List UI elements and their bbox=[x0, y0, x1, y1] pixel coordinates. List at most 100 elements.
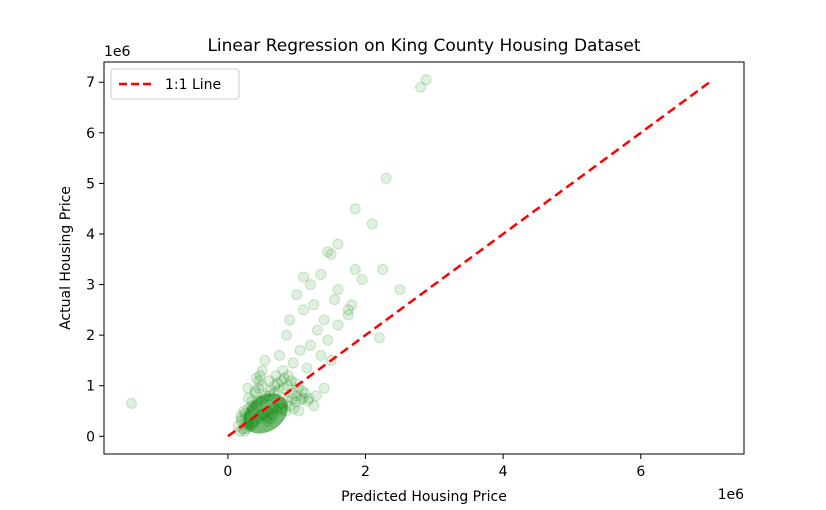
scatter-point bbox=[299, 387, 311, 399]
scatter-point bbox=[315, 349, 327, 361]
scatter-points bbox=[126, 74, 432, 437]
y-axis-label: Actual Housing Price bbox=[58, 186, 74, 330]
scatter-point bbox=[332, 319, 344, 331]
x-tick-label: 6 bbox=[636, 464, 645, 480]
scatter-point bbox=[373, 332, 385, 344]
x-tick-label: 2 bbox=[361, 464, 370, 480]
legend-box bbox=[110, 68, 240, 100]
scatter-point bbox=[243, 392, 254, 404]
scatter-point bbox=[305, 339, 316, 351]
scatter-point bbox=[322, 246, 334, 258]
scatter-point bbox=[276, 375, 287, 387]
scatter-point bbox=[308, 400, 320, 412]
scatter-point bbox=[280, 329, 292, 341]
x-tick-label: 0 bbox=[223, 464, 232, 480]
scatter-point bbox=[315, 268, 327, 280]
scatter-point bbox=[296, 385, 308, 397]
scatter-point bbox=[242, 382, 254, 394]
scatter-point bbox=[256, 380, 268, 392]
scatter-point bbox=[249, 387, 261, 399]
y-tick-label: 0 bbox=[86, 429, 95, 445]
scatter-point bbox=[278, 382, 290, 394]
scatter-point bbox=[346, 299, 358, 311]
scatter-point bbox=[332, 238, 344, 250]
scatter-point bbox=[290, 396, 302, 408]
scatter-point bbox=[318, 314, 330, 326]
scatter-point bbox=[269, 380, 281, 392]
scatter-point bbox=[291, 390, 303, 402]
scatter-point bbox=[282, 370, 294, 382]
scatter-point bbox=[318, 382, 330, 394]
y-tick-label: 7 bbox=[86, 75, 95, 91]
y-tick-label: 2 bbox=[86, 328, 95, 344]
reference-line-group bbox=[227, 78, 714, 438]
scatter-point bbox=[308, 299, 320, 311]
scatter-point bbox=[288, 403, 300, 414]
scatter-point bbox=[238, 425, 250, 437]
y-tick-label: 4 bbox=[86, 227, 95, 243]
x-axis-ticks: 0 2 4 6 bbox=[223, 454, 645, 480]
scatter-point bbox=[253, 375, 265, 387]
scatter-point bbox=[256, 365, 268, 376]
scatter-point bbox=[298, 304, 310, 316]
scatter-point bbox=[301, 362, 313, 374]
scatter-point bbox=[284, 314, 296, 326]
y-tick-label: 5 bbox=[86, 176, 95, 192]
y-tick-label: 6 bbox=[86, 126, 95, 142]
y-tick-label: 3 bbox=[86, 278, 95, 294]
scatter-point bbox=[285, 375, 297, 387]
plot-frame bbox=[103, 61, 745, 455]
scatter-point bbox=[420, 74, 432, 86]
scatter-point bbox=[249, 385, 261, 397]
scatter-point bbox=[297, 392, 309, 404]
scatter-point bbox=[286, 392, 298, 404]
scatter-point bbox=[329, 294, 340, 306]
scatter-point bbox=[291, 289, 303, 301]
legend: 1:1 Line bbox=[110, 68, 240, 100]
scatter-point bbox=[415, 81, 427, 93]
scatter-point bbox=[332, 284, 344, 296]
scatter-point bbox=[394, 284, 406, 296]
x-axis-label: Predicted Housing Price bbox=[341, 489, 507, 505]
scatter-point bbox=[302, 395, 314, 407]
scatter-point bbox=[254, 370, 266, 382]
scatter-point bbox=[277, 365, 289, 376]
scatter-point bbox=[377, 263, 389, 275]
scatter-point bbox=[325, 248, 337, 260]
scatter-point bbox=[342, 309, 354, 321]
scatter-point bbox=[126, 397, 137, 409]
scatter-point bbox=[349, 203, 361, 215]
scatter-point bbox=[322, 334, 334, 346]
legend-entry-label: 1:1 Line bbox=[165, 77, 221, 93]
scatter-dense-cluster bbox=[243, 393, 288, 434]
scatter-point bbox=[271, 377, 283, 389]
x-tick-label: 4 bbox=[499, 464, 508, 480]
scatter-point bbox=[263, 375, 275, 387]
scatter-point bbox=[349, 263, 361, 275]
scatter-point bbox=[282, 380, 294, 392]
chart-title: Linear Regression on King County Housing… bbox=[207, 36, 640, 56]
scatter-point bbox=[298, 271, 310, 283]
scatter-point bbox=[295, 394, 307, 406]
scatter-point bbox=[342, 304, 354, 316]
scatter-point bbox=[270, 370, 282, 382]
y-axis-offset-label: 1e6 bbox=[104, 44, 131, 60]
scatter-point bbox=[250, 372, 262, 384]
scatter-point bbox=[310, 390, 322, 402]
scatter-point bbox=[305, 279, 316, 291]
scatter-point bbox=[274, 349, 285, 361]
scatter-point bbox=[380, 172, 392, 184]
scatter-point bbox=[366, 218, 378, 230]
scatter-point bbox=[278, 372, 290, 384]
y-axis-ticks: 0 1 2 3 4 5 6 7 bbox=[86, 75, 104, 445]
scatter-point bbox=[294, 344, 306, 356]
scatter-point bbox=[356, 274, 368, 285]
scatter-point bbox=[303, 392, 315, 404]
x-axis-offset-label: 1e6 bbox=[718, 487, 745, 503]
reference-line-1-1 bbox=[227, 78, 714, 438]
scatter-point bbox=[253, 382, 265, 394]
y-tick-label: 1 bbox=[86, 379, 95, 395]
scatter-point bbox=[259, 354, 271, 366]
scatter-point bbox=[311, 324, 323, 336]
